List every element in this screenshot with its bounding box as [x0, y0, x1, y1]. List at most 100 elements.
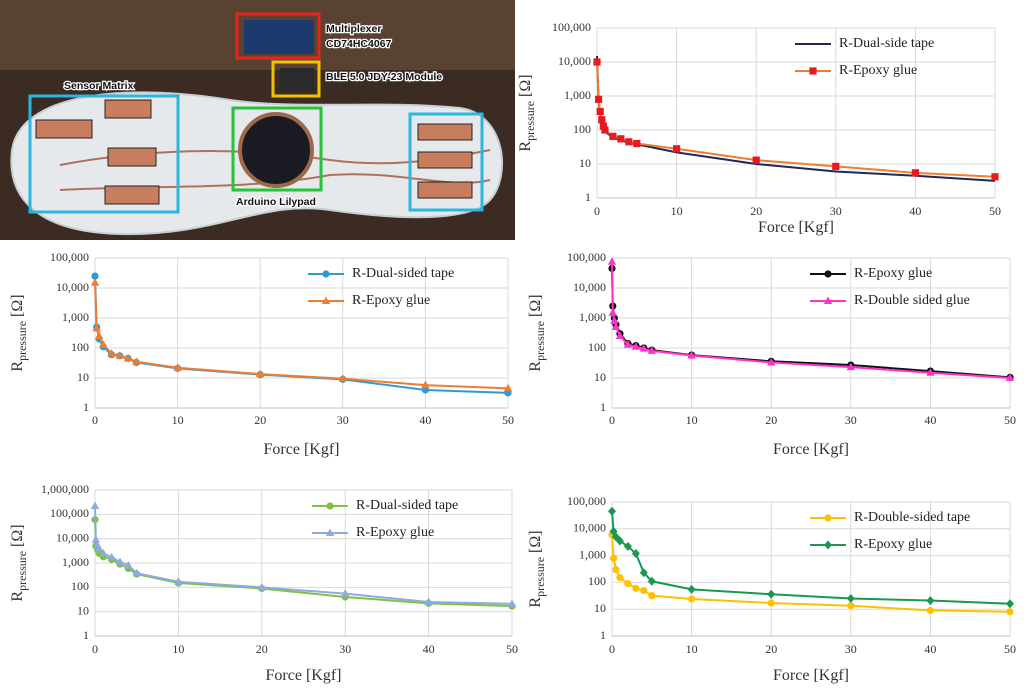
marker [632, 585, 639, 592]
sensor-pad [418, 182, 472, 198]
x-tick-label: 30 [845, 413, 857, 427]
sensor-pad [108, 148, 156, 166]
marker [927, 607, 934, 614]
plot-area [597, 28, 995, 198]
x-tick-label: 40 [909, 204, 921, 218]
y-tick-label: 1,000 [579, 310, 606, 324]
legend-label: R-Epoxy glue [356, 525, 434, 540]
y-title-main: R [527, 361, 544, 372]
y-tick-label: 1 [600, 628, 606, 642]
marker [847, 602, 854, 609]
y-axis-title: Rpressure[Ω] [9, 294, 29, 371]
y-tick-label: 1 [83, 628, 89, 642]
x-axis-title: Force [Kgf] [264, 441, 340, 458]
y-tick-label: 100 [573, 122, 591, 136]
x-tick-label: 10 [671, 204, 683, 218]
y-tick-label: 100 [71, 340, 89, 354]
marker [595, 96, 602, 103]
marker [617, 135, 624, 142]
y-tick-label: 1 [585, 190, 591, 204]
y-tick-label: 1,000,000 [41, 482, 89, 496]
y-tick-label: 10 [579, 156, 591, 170]
y-tick-label: 10 [77, 603, 89, 617]
legend-label: R-Double-sided tape [854, 510, 970, 525]
x-tick-label: 0 [609, 413, 615, 427]
x-tick-label: 10 [172, 642, 184, 656]
ble-module [280, 68, 314, 92]
y-title-main: R [9, 591, 26, 602]
y-axis-title: Rpressure[Ω] [527, 530, 547, 607]
y-title-sub: pressure [523, 101, 537, 141]
y-title-unit: [Ω] [9, 294, 26, 317]
plot-area [612, 258, 1010, 408]
marker [673, 145, 680, 152]
x-axis-title: Force [Kgf] [758, 219, 834, 236]
page: Multiplexer CD74HC4067 BLE 5.0 JDY-23 Mo… [0, 0, 1032, 689]
y-title-sub: pressure [533, 321, 547, 361]
legend-label: R-Epoxy glue [352, 293, 430, 308]
marker [597, 108, 604, 115]
x-tick-label: 30 [339, 642, 351, 656]
marker [624, 580, 631, 587]
sensor-pad [36, 120, 92, 138]
x-tick-label: 0 [594, 204, 600, 218]
photo-label: Arduino Lilypad [236, 196, 316, 208]
y-tick-label: 1,000 [579, 547, 606, 561]
x-tick-label: 40 [423, 642, 435, 656]
x-tick-label: 20 [765, 413, 777, 427]
legend-label: R-Dual-sided tape [356, 498, 458, 513]
y-tick-label: 100,000 [567, 494, 606, 508]
x-tick-label: 40 [924, 413, 936, 427]
photo-label: CD74HC4067 [326, 38, 392, 50]
sensor-pad [105, 100, 151, 118]
y-tick-label: 10 [594, 601, 606, 615]
chart: 1101001,00010,000100,0001,000,0000102030… [9, 482, 518, 684]
photo-label: Sensor Matrix [64, 80, 134, 92]
x-axis-title: Force [Kgf] [773, 441, 849, 458]
x-tick-label: 20 [256, 642, 268, 656]
marker [824, 270, 831, 277]
y-title-main: R [527, 597, 544, 608]
x-tick-label: 10 [686, 413, 698, 427]
legend-label: R-Epoxy glue [839, 63, 917, 78]
marker [601, 126, 608, 133]
x-tick-label: 0 [92, 413, 98, 427]
chart: 1101001,00010,000100,00001020304050Force… [527, 250, 1016, 458]
x-tick-label: 0 [609, 642, 615, 656]
y-tick-label: 1,000 [62, 310, 89, 324]
y-tick-label: 100 [71, 579, 89, 593]
photo-label: Multiplexer [326, 23, 381, 35]
x-tick-label: 50 [506, 642, 518, 656]
marker [633, 140, 640, 147]
marker [609, 133, 616, 140]
marker [912, 169, 919, 176]
marker [688, 595, 695, 602]
marker [610, 555, 617, 562]
multiplexer-board [244, 20, 314, 54]
marker [612, 566, 619, 573]
sensor-pad [418, 152, 472, 168]
marker [616, 574, 623, 581]
marker [625, 138, 632, 145]
y-tick-label: 100,000 [50, 250, 89, 264]
legend-label: R-Epoxy glue [854, 266, 932, 281]
y-tick-label: 10,000 [573, 521, 606, 535]
x-tick-label: 50 [989, 204, 1001, 218]
marker [768, 599, 775, 606]
photo-label: BLE 5.0 JDY-23 Module [326, 71, 442, 83]
marker [326, 502, 333, 509]
x-tick-label: 40 [419, 413, 431, 427]
y-axis-title: Rpressure [Ω] [527, 294, 547, 371]
y-tick-label: 10 [594, 370, 606, 384]
legend-label: R-Dual-side tape [839, 36, 934, 51]
y-title-sub: pressure [533, 557, 547, 597]
y-title-unit: [Ω] [527, 294, 544, 317]
y-tick-label: 10,000 [56, 280, 89, 294]
x-tick-label: 20 [765, 642, 777, 656]
y-tick-label: 1 [83, 400, 89, 414]
y-tick-label: 1,000 [564, 88, 591, 102]
marker [753, 157, 760, 164]
x-tick-label: 30 [830, 204, 842, 218]
